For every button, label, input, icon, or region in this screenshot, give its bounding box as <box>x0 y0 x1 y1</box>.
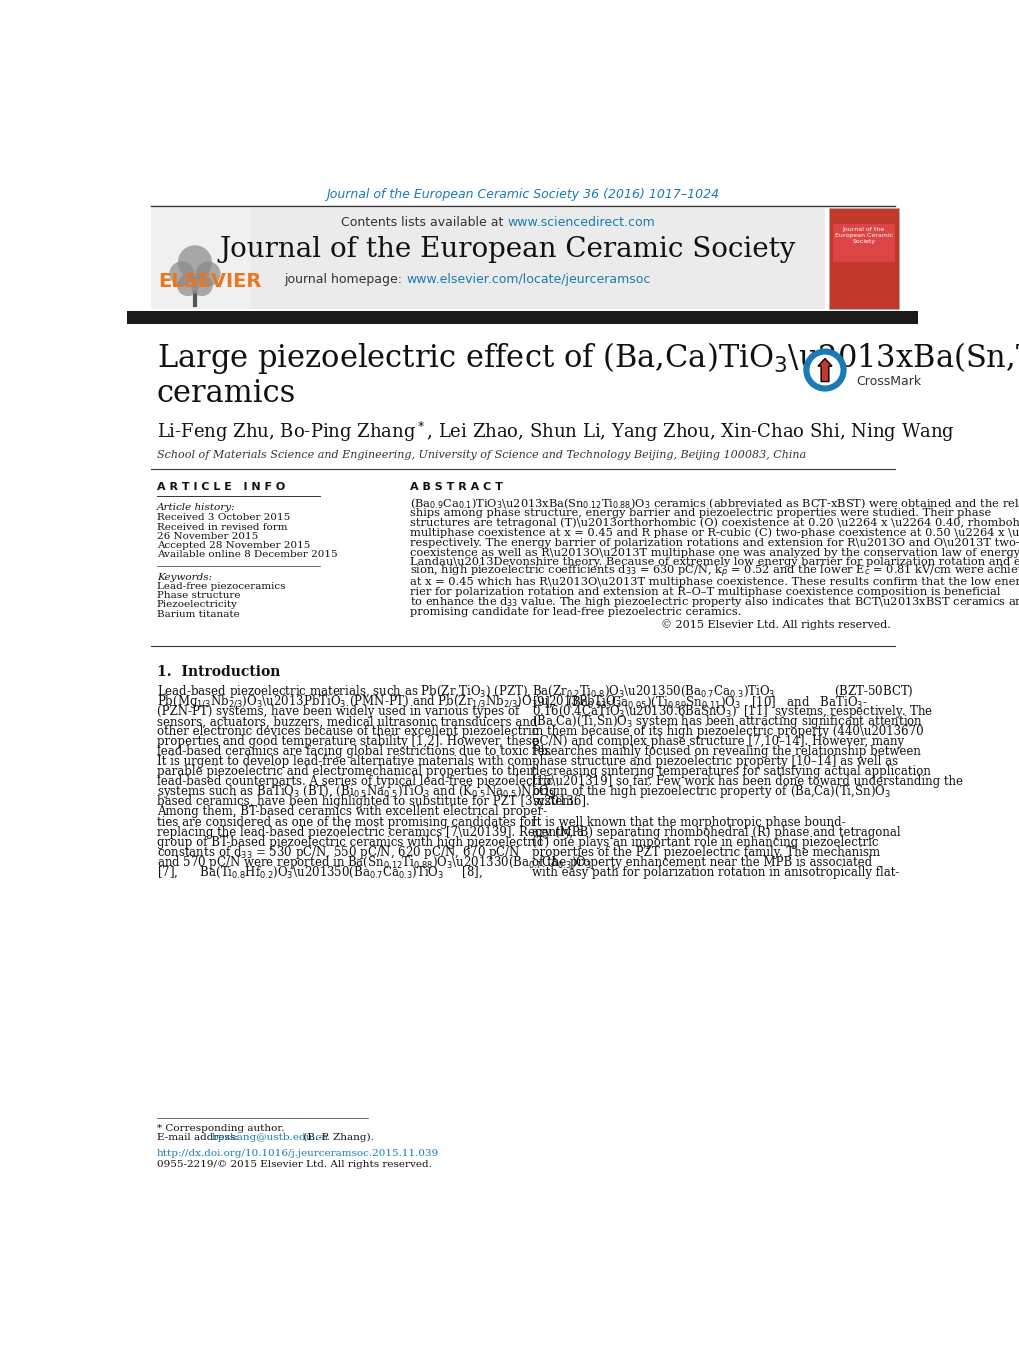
Text: Li-Feng Zhu, Bo-Ping Zhang$^*$, Lei Zhao, Shun Li, Yang Zhou, Xin-Chao Shi, Ning: Li-Feng Zhu, Bo-Ping Zhang$^*$, Lei Zhao… <box>157 420 954 443</box>
Text: (T) one plays an important role in enhancing piezoelectric: (T) one plays an important role in enhan… <box>532 835 877 848</box>
Text: sion, high piezoelectric coefficients d$_{33}$ = 630 pC/N, k$_p$ = 0.52 and the : sion, high piezoelectric coefficients d$… <box>410 563 1019 581</box>
Text: Barium titanate: Barium titanate <box>157 609 239 619</box>
Text: properties and good temperature stability [1,2]. However, these: properties and good temperature stabilit… <box>157 735 538 748</box>
Text: (Ba$_{0.9}$Ca$_{0.1}$)TiO$_3$\u2013xBa(Sn$_{0.12}$Ti$_{0.88}$)O$_3$ ceramics (ab: (Ba$_{0.9}$Ca$_{0.1}$)TiO$_3$\u2013xBa(S… <box>410 496 1019 511</box>
Text: E-mail address:: E-mail address: <box>157 1133 242 1142</box>
Text: (PZN-PT) systems, have been widely used in various types of: (PZN-PT) systems, have been widely used … <box>157 705 519 719</box>
Text: Journal of the European Ceramic Society: Journal of the European Ceramic Society <box>219 235 795 262</box>
Text: 0.16(0.4CaTiO$_3$\u20130.6BaSnO$_3$)  [11]  systems, respectively. The: 0.16(0.4CaTiO$_3$\u20130.6BaSnO$_3$) [11… <box>532 704 932 720</box>
Text: and 570 pC/N were reported in Ba(Sn$_{0.12}$Ti$_{0.88}$)O$_3$\u201330(Ba$_{0.7}$: and 570 pC/N were reported in Ba(Sn$_{0.… <box>157 854 591 870</box>
Text: Landau\u2013Devonshire theory. Because of extremely low energy barrier for polar: Landau\u2013Devonshire theory. Because o… <box>410 558 1019 567</box>
Text: sensors, actuators, buzzers, medical ultrasonic transducers and: sensors, actuators, buzzers, medical ult… <box>157 716 537 728</box>
Text: rier for polarization rotation and extension at R–O–T multiphase coexistence com: rier for polarization rotation and exten… <box>410 586 1000 597</box>
Text: phase structure and piezoelectric property [10–14] as well as: phase structure and piezoelectric proper… <box>532 755 898 769</box>
Text: Among them, BT-based ceramics with excellent electrical proper-: Among them, BT-based ceramics with excel… <box>157 805 546 819</box>
Text: It is urgent to develop lead-free alternative materials with com-: It is urgent to develop lead-free altern… <box>157 755 536 769</box>
Text: pC/N) and complex phase structure [7,10–14]. However, many: pC/N) and complex phase structure [7,10–… <box>532 735 903 748</box>
Text: Ba(Zr$_{0.2}$Ti$_{0.8}$)O$_3$\u201350(Ba$_{0.7}$Ca$_{0.3}$)TiO$_3$              : Ba(Zr$_{0.2}$Ti$_{0.8}$)O$_3$\u201350(Ba… <box>532 684 913 700</box>
Text: ary (MPB) separating rhombohedral (R) phase and tetragonal: ary (MPB) separating rhombohedral (R) ph… <box>532 825 900 839</box>
Text: Accepted 28 November 2015: Accepted 28 November 2015 <box>157 542 310 550</box>
Text: ceramics: ceramics <box>157 378 297 408</box>
Text: It is well known that the morphotropic phase bound-: It is well known that the morphotropic p… <box>532 816 845 828</box>
Bar <box>151 208 252 309</box>
Text: based ceramics, have been highlighted to substitute for PZT [3\u20136].: based ceramics, have been highlighted to… <box>157 796 589 808</box>
Text: Pb(Mg$_{1/3}$Nb$_{2/3}$)O$_3$\u2013PbTiO$_3$ (PMN-PT) and Pb(Zr$_{1/3}$Nb$_{2/3}: Pb(Mg$_{1/3}$Nb$_{2/3}$)O$_3$\u2013PbTiO… <box>157 693 621 711</box>
Text: [9],    (Ba$_{0.935}$Ca$_{0.05}$)(Ti$_{0.89}$Sn$_{0.11}$)O$_3$   [10]   and   Ba: [9], (Ba$_{0.935}$Ca$_{0.05}$)(Ti$_{0.89… <box>532 694 867 709</box>
Text: Journal of the
European Ceramic
Society: Journal of the European Ceramic Society <box>834 227 892 243</box>
Text: Received in revised form: Received in revised form <box>157 523 287 531</box>
Text: A B S T R A C T: A B S T R A C T <box>410 482 502 492</box>
Text: journal homepage:: journal homepage: <box>284 273 407 286</box>
Text: constants of d$_{33}$ = 530 pC/N, 550 pC/N, 620 pC/N, 670 pC/N: constants of d$_{33}$ = 530 pC/N, 550 pC… <box>157 843 520 861</box>
Bar <box>828 208 898 309</box>
Text: respectively. The energy barrier of polarization rotations and extension for R\u: respectively. The energy barrier of pola… <box>410 538 1019 547</box>
Text: 26 November 2015: 26 November 2015 <box>157 532 258 540</box>
Text: A R T I C L E   I N F O: A R T I C L E I N F O <box>157 482 285 492</box>
Text: www.elsevier.com/locate/jeurceramsoc: www.elsevier.com/locate/jeurceramsoc <box>407 273 650 286</box>
Text: replacing the lead-based piezoelectric ceramics [7\u20139]. Recently, a: replacing the lead-based piezoelectric c… <box>157 825 584 839</box>
Text: lead-based counterparts. A series of typical lead-free piezoelectric: lead-based counterparts. A series of typ… <box>157 775 552 789</box>
Text: lead-based ceramics are facing global restrictions due to toxic Pb.: lead-based ceramics are facing global re… <box>157 746 551 758</box>
Text: 1.  Introduction: 1. Introduction <box>157 665 280 678</box>
FancyArrow shape <box>817 358 832 381</box>
Text: Lead-free piezoceramics: Lead-free piezoceramics <box>157 582 285 590</box>
Text: www.sciencedirect.com: www.sciencedirect.com <box>506 216 654 228</box>
Text: Available online 8 December 2015: Available online 8 December 2015 <box>157 550 337 559</box>
Text: http://dx.doi.org/10.1016/j.jeurceramsoc.2015.11.039: http://dx.doi.org/10.1016/j.jeurceramsoc… <box>157 1148 439 1158</box>
Text: coexistence as well as R\u2013O\u2013T multiphase one was analyzed by the conser: coexistence as well as R\u2013O\u2013T m… <box>410 547 1019 558</box>
Text: [7],      Ba(Ti$_{0.8}$Hf$_{0.2}$)O$_3$\u201350(Ba$_{0.7}$Ca$_{0.3}$)TiO$_3$    : [7], Ba(Ti$_{0.8}$Hf$_{0.2}$)O$_3$\u2013… <box>157 865 483 880</box>
Text: ties are considered as one of the most promising candidates for: ties are considered as one of the most p… <box>157 816 536 828</box>
Text: multiphase coexistence at x = 0.45 and R phase or R-cubic (C) two-phase coexiste: multiphase coexistence at x = 0.45 and R… <box>410 527 1019 538</box>
Text: 0955-2219/© 2015 Elsevier Ltd. All rights reserved.: 0955-2219/© 2015 Elsevier Ltd. All right… <box>157 1161 431 1169</box>
Text: Received 3 October 2015: Received 3 October 2015 <box>157 513 290 523</box>
Text: (B.-P. Zhang).: (B.-P. Zhang). <box>300 1133 373 1143</box>
Circle shape <box>169 262 194 286</box>
Circle shape <box>803 349 846 392</box>
Bar <box>127 311 917 324</box>
Bar <box>151 208 824 309</box>
Text: system.: system. <box>532 796 577 808</box>
Text: Contents lists available at: Contents lists available at <box>340 216 506 228</box>
Text: bpzhang@ustb.edu.cn: bpzhang@ustb.edu.cn <box>211 1133 328 1142</box>
Text: decreasing sintering temperatures for satisfying actual application: decreasing sintering temperatures for sa… <box>532 766 930 778</box>
Text: to enhance the d$_{33}$ value. The high piezoelectric property also indicates th: to enhance the d$_{33}$ value. The high … <box>410 594 1019 609</box>
Text: of the property enhancement near the MPB is associated: of the property enhancement near the MPB… <box>532 855 871 869</box>
Text: CrossMark: CrossMark <box>855 376 920 388</box>
Text: systems such as BaTiO$_3$ (BT), (Bi$_{0.5}$Na$_{0.5}$)TiO$_3$ and (K$_{0.5}$Na$_: systems such as BaTiO$_3$ (BT), (Bi$_{0.… <box>157 784 554 801</box>
Text: ELSEVIER: ELSEVIER <box>158 272 262 290</box>
Text: structures are tetragonal (T)\u2013orthorhombic (O) coexistence at 0.20 \u2264 x: structures are tetragonal (T)\u2013ortho… <box>410 517 1019 528</box>
Text: * Corresponding author.: * Corresponding author. <box>157 1124 284 1133</box>
Text: properties of the PZT piezoelectric family. The mechanism: properties of the PZT piezoelectric fami… <box>532 846 879 858</box>
Text: Keywords:: Keywords: <box>157 573 212 582</box>
Text: with easy path for polarization rotation in anisotropically flat-: with easy path for polarization rotation… <box>532 866 899 878</box>
Circle shape <box>177 246 212 280</box>
Text: Large piezoelectric effect of (Ba,Ca)TiO$_3$\u2013xBa(Sn,Ti)O$_3$ lead-free: Large piezoelectric effect of (Ba,Ca)TiO… <box>157 340 1019 377</box>
Text: origin of the high piezoelectric property of (Ba,Ca)(Ti,Sn)O$_3$: origin of the high piezoelectric propert… <box>532 784 891 801</box>
Bar <box>832 224 894 262</box>
Text: other electronic devices because of their excellent piezoelectric: other electronic devices because of thei… <box>157 725 538 739</box>
Text: Lead-based piezoelectric materials, such as Pb(Zr,TiO$_3$) (PZT),: Lead-based piezoelectric materials, such… <box>157 684 531 700</box>
Text: in them because of its high piezoelectric property (440\u2013670: in them because of its high piezoelectri… <box>532 725 923 739</box>
Text: promising candidate for lead-free piezoelectric ceramics.: promising candidate for lead-free piezoe… <box>410 607 741 616</box>
Text: group of BT-based piezoelectric ceramics with high piezoelectric: group of BT-based piezoelectric ceramics… <box>157 835 543 848</box>
Text: at x = 0.45 which has R\u2013O\u2013T multiphase coexistence. These results conf: at x = 0.45 which has R\u2013O\u2013T mu… <box>410 577 1019 588</box>
Text: Piezoelectricity: Piezoelectricity <box>157 600 237 609</box>
Text: researches mainly focused on revealing the relationship between: researches mainly focused on revealing t… <box>532 746 920 758</box>
Text: Phase structure: Phase structure <box>157 592 240 600</box>
Circle shape <box>191 274 213 296</box>
Circle shape <box>177 274 199 296</box>
Text: © 2015 Elsevier Ltd. All rights reserved.: © 2015 Elsevier Ltd. All rights reserved… <box>660 619 890 630</box>
Circle shape <box>196 262 220 286</box>
Text: (Ba,Ca)(Ti,Sn)O$_3$ system has been attracting significant attention: (Ba,Ca)(Ti,Sn)O$_3$ system has been attr… <box>532 713 922 731</box>
Text: Journal of the European Ceramic Society 36 (2016) 1017–1024: Journal of the European Ceramic Society … <box>326 188 718 201</box>
Text: parable piezoelectric and electromechanical properties to their: parable piezoelectric and electromechani… <box>157 766 535 778</box>
Text: [15\u201319] so far. Few work has been done toward understanding the: [15\u201319] so far. Few work has been d… <box>532 775 962 789</box>
Circle shape <box>809 354 840 385</box>
Text: ships among phase structure, energy barrier and piezoelectric properties were st: ships among phase structure, energy barr… <box>410 508 990 517</box>
Text: School of Materials Science and Engineering, University of Science and Technolog: School of Materials Science and Engineer… <box>157 450 805 459</box>
Text: Article history:: Article history: <box>157 504 235 512</box>
